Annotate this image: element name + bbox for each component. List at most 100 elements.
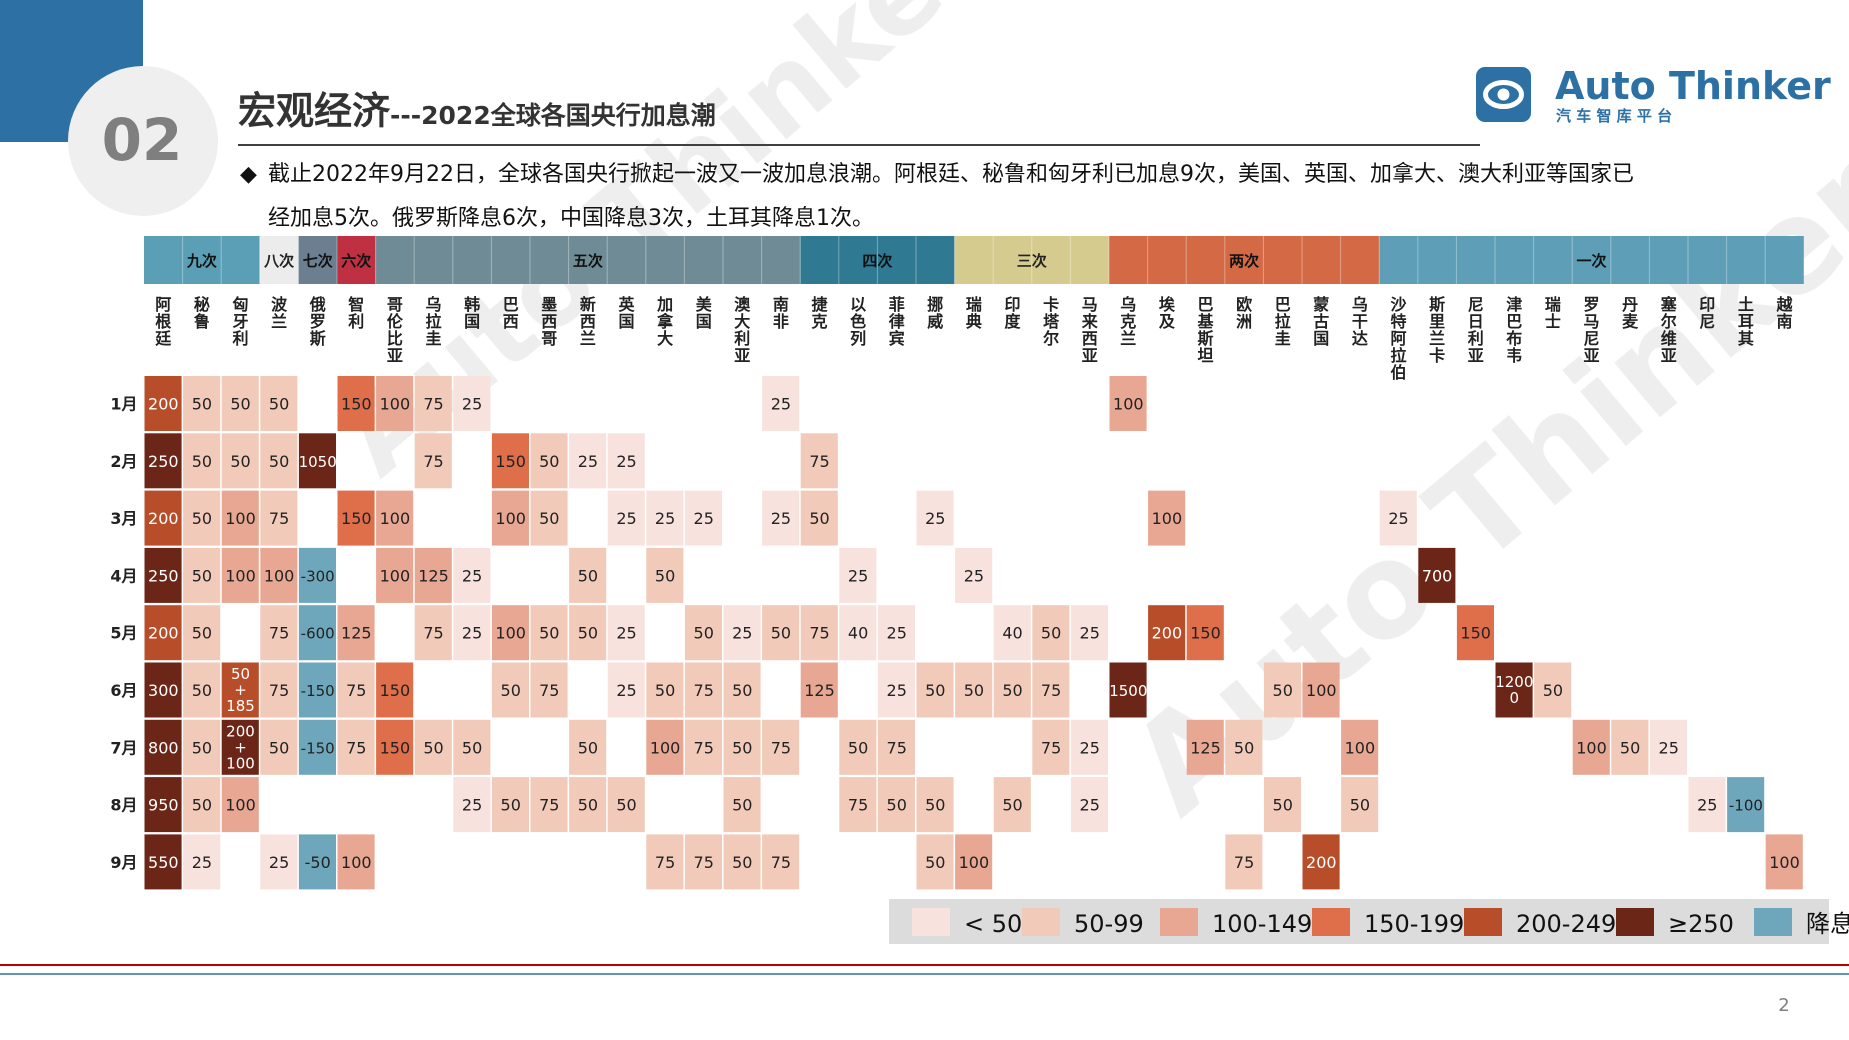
heatmap-cell <box>1572 719 1610 775</box>
cell-value: 25 <box>269 853 289 872</box>
country-label: 蒙古国 <box>1313 295 1329 348</box>
cell-value: 50 <box>230 395 250 414</box>
legend-swatch <box>1464 908 1502 936</box>
group-label: 三次 <box>1017 252 1047 270</box>
heatmap-cell <box>839 547 877 603</box>
cell-value: 25 <box>462 796 482 815</box>
heatmap-cell <box>144 376 182 431</box>
cell-value: 75 <box>1041 738 1061 757</box>
cell-value: 50 <box>192 395 212 414</box>
heatmap-cell <box>337 376 375 431</box>
legend-label: 50-99 <box>1074 910 1144 938</box>
cell-value: 50 <box>925 796 945 815</box>
cell-value: -600 <box>301 625 335 643</box>
heatmap-cell <box>414 719 452 775</box>
heatmap-cell <box>337 605 375 661</box>
brand-tagline: 汽 车 智 库 平 台 <box>1556 107 1672 125</box>
cell-value: 100 <box>495 624 526 643</box>
heatmap-cell <box>762 376 800 431</box>
cell-value: 50 <box>732 796 752 815</box>
legend-swatch <box>1616 908 1654 936</box>
cell-value: 50 <box>192 452 212 471</box>
title-main: 宏观经济 <box>238 89 391 133</box>
cell-value: 125 <box>804 681 835 700</box>
cell-value: 150 <box>341 395 372 414</box>
cell-value: 25 <box>578 452 598 471</box>
legend-swatch <box>912 908 950 936</box>
heatmap-cell <box>762 719 800 775</box>
heatmap-cell <box>800 433 838 489</box>
heatmap-cell <box>684 490 722 546</box>
heatmap-cell <box>877 662 915 718</box>
cell-value: 50 <box>578 566 598 585</box>
heatmap-cell <box>1263 662 1301 718</box>
heatmap-cell <box>800 662 838 718</box>
cell-value: 50 <box>848 738 868 757</box>
cell-value: 50 <box>694 624 714 643</box>
cell-value: 100 <box>1576 738 1607 757</box>
cell-value: 50 <box>462 738 482 757</box>
heatmap-cell <box>607 605 645 661</box>
cell-value: 50 <box>269 452 289 471</box>
group-label: 四次 <box>862 252 892 270</box>
heatmap-cell <box>1225 834 1263 890</box>
cell-value: -100 <box>1729 797 1763 815</box>
cell-value: 100 <box>1769 853 1800 872</box>
heatmap-cell <box>723 719 761 775</box>
heatmap-cell <box>260 834 298 890</box>
section-number: 02 <box>102 106 183 174</box>
heatmap-cell <box>376 719 414 775</box>
heatmap-cell <box>1032 605 1070 661</box>
heatmap-cell <box>530 490 568 546</box>
cell-value: 75 <box>1234 853 1254 872</box>
heatmap-cell <box>877 605 915 661</box>
cell-value: 50 <box>1350 796 1370 815</box>
summary-bullet: ◆ <box>240 162 257 187</box>
heatmap-cell <box>414 605 452 661</box>
cell-value: 40 <box>1002 624 1022 643</box>
heatmap-cell <box>260 376 298 431</box>
cell-value: 100 <box>264 566 295 585</box>
heatmap-cell <box>1649 719 1687 775</box>
cell-value: 25 <box>1080 796 1100 815</box>
cell-value: 75 <box>269 509 289 528</box>
cell-value: 25 <box>462 395 482 414</box>
cell-value: 50 <box>732 738 752 757</box>
country-label: 澳大利亚 <box>734 295 751 365</box>
country-label: 匈牙利 <box>231 295 248 348</box>
cell-value: -300 <box>301 567 335 585</box>
cell-value: 100 <box>380 395 411 414</box>
heatmap-cell <box>800 605 838 661</box>
heatmap-cell <box>1032 662 1070 718</box>
heatmap-cell <box>1611 719 1649 775</box>
cell-value: 150 <box>380 738 411 757</box>
legend-label: 200-249 <box>1516 910 1616 938</box>
heatmap-cell <box>877 777 915 833</box>
cell-value: 25 <box>1697 796 1717 815</box>
cell-value: 50 <box>1041 624 1061 643</box>
cell-value: 50 <box>539 624 559 643</box>
heatmap-cell <box>993 662 1031 718</box>
cell-value: 25 <box>771 395 791 414</box>
cell-value: 200 <box>1152 624 1183 643</box>
heatmap-cell <box>1109 662 1147 718</box>
country-label: 以色列 <box>850 295 866 348</box>
cell-value: 25 <box>732 624 752 643</box>
heatmap-cell <box>607 433 645 489</box>
heatmap-cell <box>723 777 761 833</box>
cell-value: 75 <box>771 853 791 872</box>
heatmap-cell <box>183 547 221 603</box>
country-label: 巴基斯坦 <box>1196 295 1214 365</box>
heatmap-cell <box>723 605 761 661</box>
heatmap-cell <box>530 605 568 661</box>
heatmap-cell <box>1379 490 1417 546</box>
country-label: 瑞士 <box>1545 295 1561 331</box>
group-band <box>1379 236 1804 284</box>
heatmap-cell <box>144 777 182 833</box>
cell-value: 25 <box>887 681 907 700</box>
brand-name: Auto Thinker <box>1555 64 1831 108</box>
heatmap-cell <box>1341 777 1379 833</box>
heatmap-cell <box>183 719 221 775</box>
cell-value: 75 <box>423 395 443 414</box>
